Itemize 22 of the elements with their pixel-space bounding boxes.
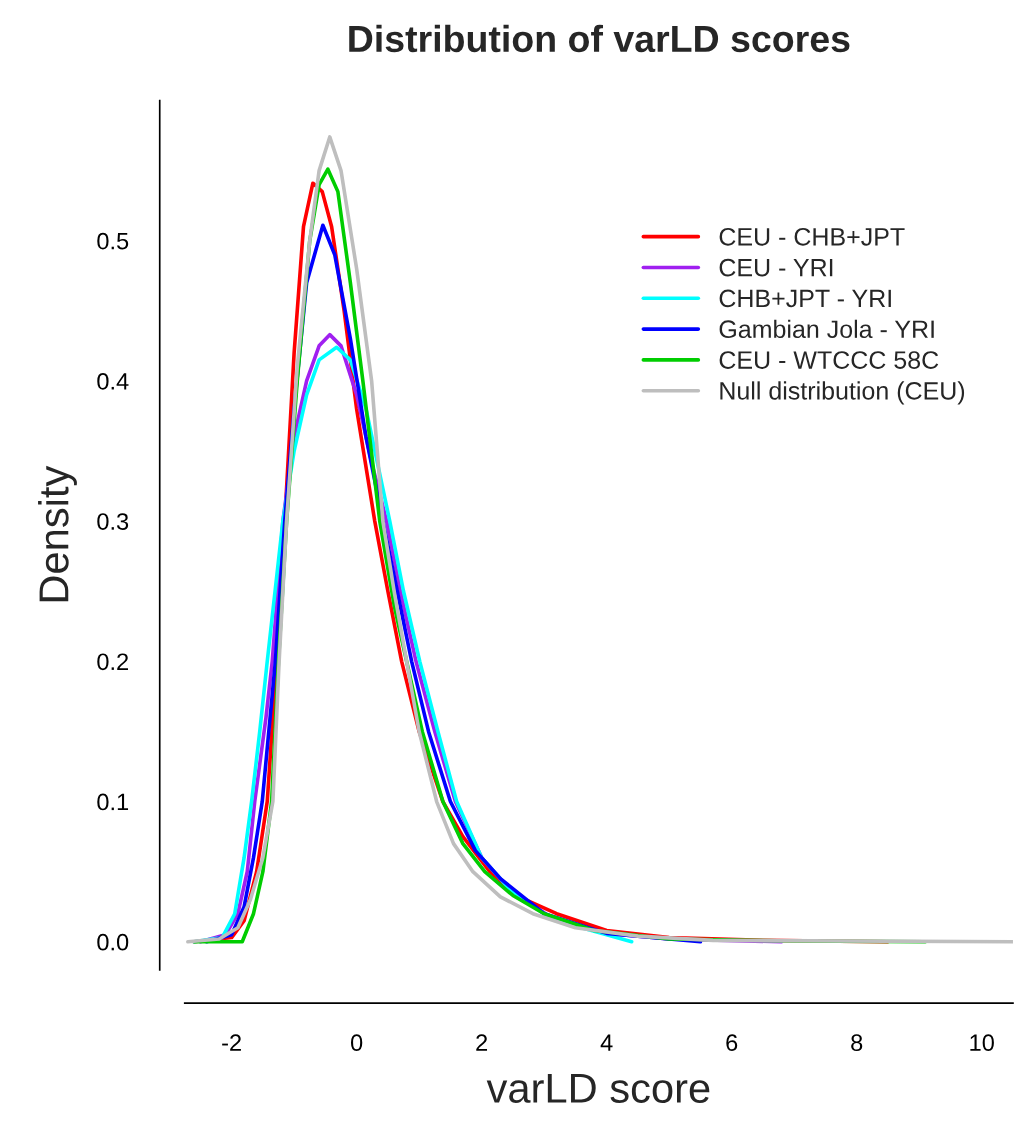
legend-label: CHB+JPT - YRI bbox=[719, 289, 891, 308]
x-tick-label: 4 bbox=[600, 1034, 613, 1051]
y-tick-label: 0.1 bbox=[97, 793, 129, 811]
x-tick-label: 6 bbox=[726, 1034, 738, 1052]
legend-label: CEU - YRI bbox=[719, 258, 833, 277]
y-tick-label: 0.0 bbox=[97, 933, 129, 951]
legend-label: CEU - WTCCC 58C bbox=[719, 351, 939, 369]
x-tick-label: 8 bbox=[851, 1034, 863, 1052]
y-tick-label: 0.2 bbox=[97, 653, 128, 671]
x-tick-label: 2 bbox=[476, 1034, 488, 1051]
legend-label: Null distribution (CEU) bbox=[720, 381, 965, 405]
x-tick-label: -2 bbox=[222, 1034, 241, 1051]
chart-title: Distribution of varLD scores bbox=[349, 24, 850, 53]
y-axis-title: Density bbox=[38, 465, 77, 602]
x-tick-label: 10 bbox=[970, 1034, 994, 1052]
y-tick-label: 0.4 bbox=[97, 372, 129, 390]
y-tick-label: 0.5 bbox=[97, 232, 129, 250]
x-tick-label: 0 bbox=[350, 1034, 363, 1052]
legend-label: Gambian Jola - YRI bbox=[719, 319, 934, 339]
y-tick-label: 0.3 bbox=[97, 513, 129, 530]
x-axis-title: varLD score bbox=[486, 1073, 710, 1103]
legend-label: CEU - CHB+JPT bbox=[719, 227, 905, 246]
